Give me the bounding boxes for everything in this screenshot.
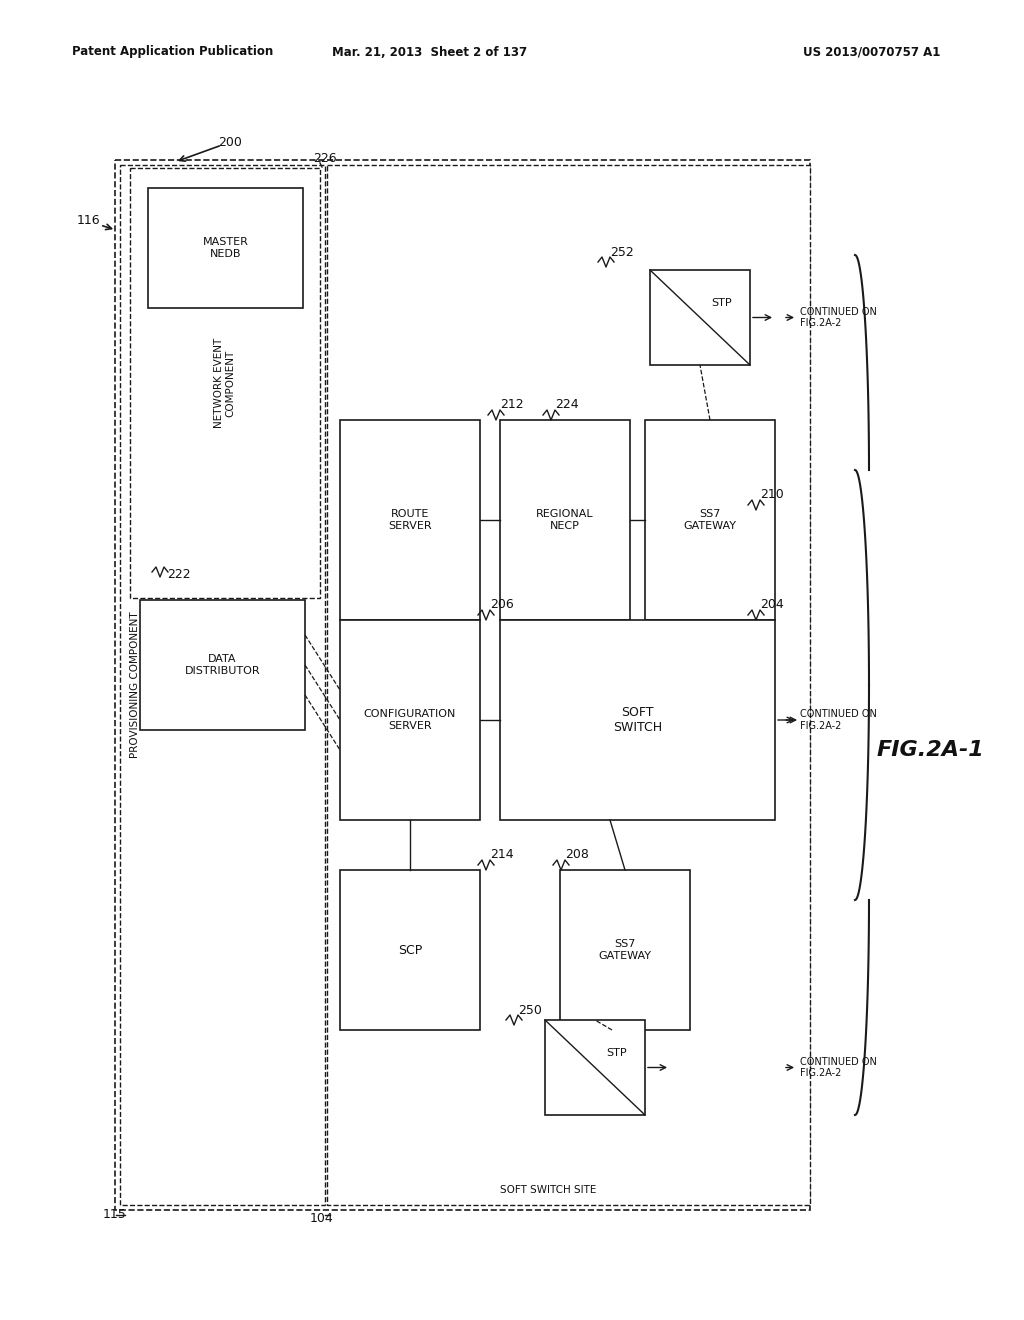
Text: STP: STP — [606, 1048, 628, 1059]
Text: 116: 116 — [76, 214, 99, 227]
Text: 104: 104 — [310, 1212, 334, 1225]
Bar — [140, 601, 305, 730]
Text: CONTINUED ON
FIG.2A-2: CONTINUED ON FIG.2A-2 — [800, 709, 877, 731]
Text: 252: 252 — [610, 246, 634, 259]
Text: 206: 206 — [490, 598, 514, 611]
Bar — [340, 870, 480, 1030]
Bar — [500, 620, 775, 820]
Text: PROVISIONING COMPONENT: PROVISIONING COMPONENT — [130, 611, 140, 758]
Bar — [327, 165, 810, 1205]
Bar — [148, 187, 303, 308]
Text: SCP: SCP — [398, 944, 422, 957]
Bar — [645, 420, 775, 620]
Bar — [340, 620, 480, 820]
Text: 222: 222 — [167, 569, 190, 582]
Text: 224: 224 — [555, 399, 579, 412]
Text: MASTER
NEDB: MASTER NEDB — [203, 238, 249, 259]
Text: SOFT SWITCH SITE: SOFT SWITCH SITE — [501, 1185, 597, 1195]
Text: 204: 204 — [760, 598, 783, 611]
Text: DATA
DISTRIBUTOR: DATA DISTRIBUTOR — [184, 655, 260, 676]
Text: 208: 208 — [565, 849, 589, 862]
Text: SOFT
SWITCH: SOFT SWITCH — [613, 706, 663, 734]
Bar — [560, 870, 690, 1030]
Text: US 2013/0070757 A1: US 2013/0070757 A1 — [803, 45, 940, 58]
Text: NETWORK EVENT
COMPONENT: NETWORK EVENT COMPONENT — [214, 338, 236, 428]
Text: Mar. 21, 2013  Sheet 2 of 137: Mar. 21, 2013 Sheet 2 of 137 — [333, 45, 527, 58]
Text: CONFIGURATION
SERVER: CONFIGURATION SERVER — [364, 709, 456, 731]
Text: 210: 210 — [760, 488, 783, 502]
Bar — [500, 420, 630, 620]
Text: 200: 200 — [218, 136, 242, 149]
Text: FIG.2A-1: FIG.2A-1 — [877, 741, 984, 760]
Text: CONTINUED ON
FIG.2A-2: CONTINUED ON FIG.2A-2 — [800, 306, 877, 329]
Text: REGIONAL
NECP: REGIONAL NECP — [537, 510, 594, 531]
Text: ROUTE
SERVER: ROUTE SERVER — [388, 510, 432, 531]
Bar — [545, 1020, 645, 1115]
Text: Patent Application Publication: Patent Application Publication — [72, 45, 273, 58]
Text: CONTINUED ON
FIG.2A-2: CONTINUED ON FIG.2A-2 — [800, 1057, 877, 1078]
Text: 214: 214 — [490, 849, 514, 862]
Bar — [120, 165, 325, 1205]
Bar — [650, 271, 750, 366]
Text: 115: 115 — [103, 1209, 127, 1221]
Text: STP: STP — [712, 298, 732, 309]
Bar — [340, 420, 480, 620]
Bar — [115, 160, 810, 1210]
Text: 250: 250 — [518, 1003, 542, 1016]
Text: SS7
GATEWAY: SS7 GATEWAY — [683, 510, 736, 531]
Text: 212: 212 — [500, 399, 523, 412]
Text: 226: 226 — [313, 152, 337, 165]
Text: SS7
GATEWAY: SS7 GATEWAY — [598, 940, 651, 961]
Bar — [130, 168, 319, 598]
